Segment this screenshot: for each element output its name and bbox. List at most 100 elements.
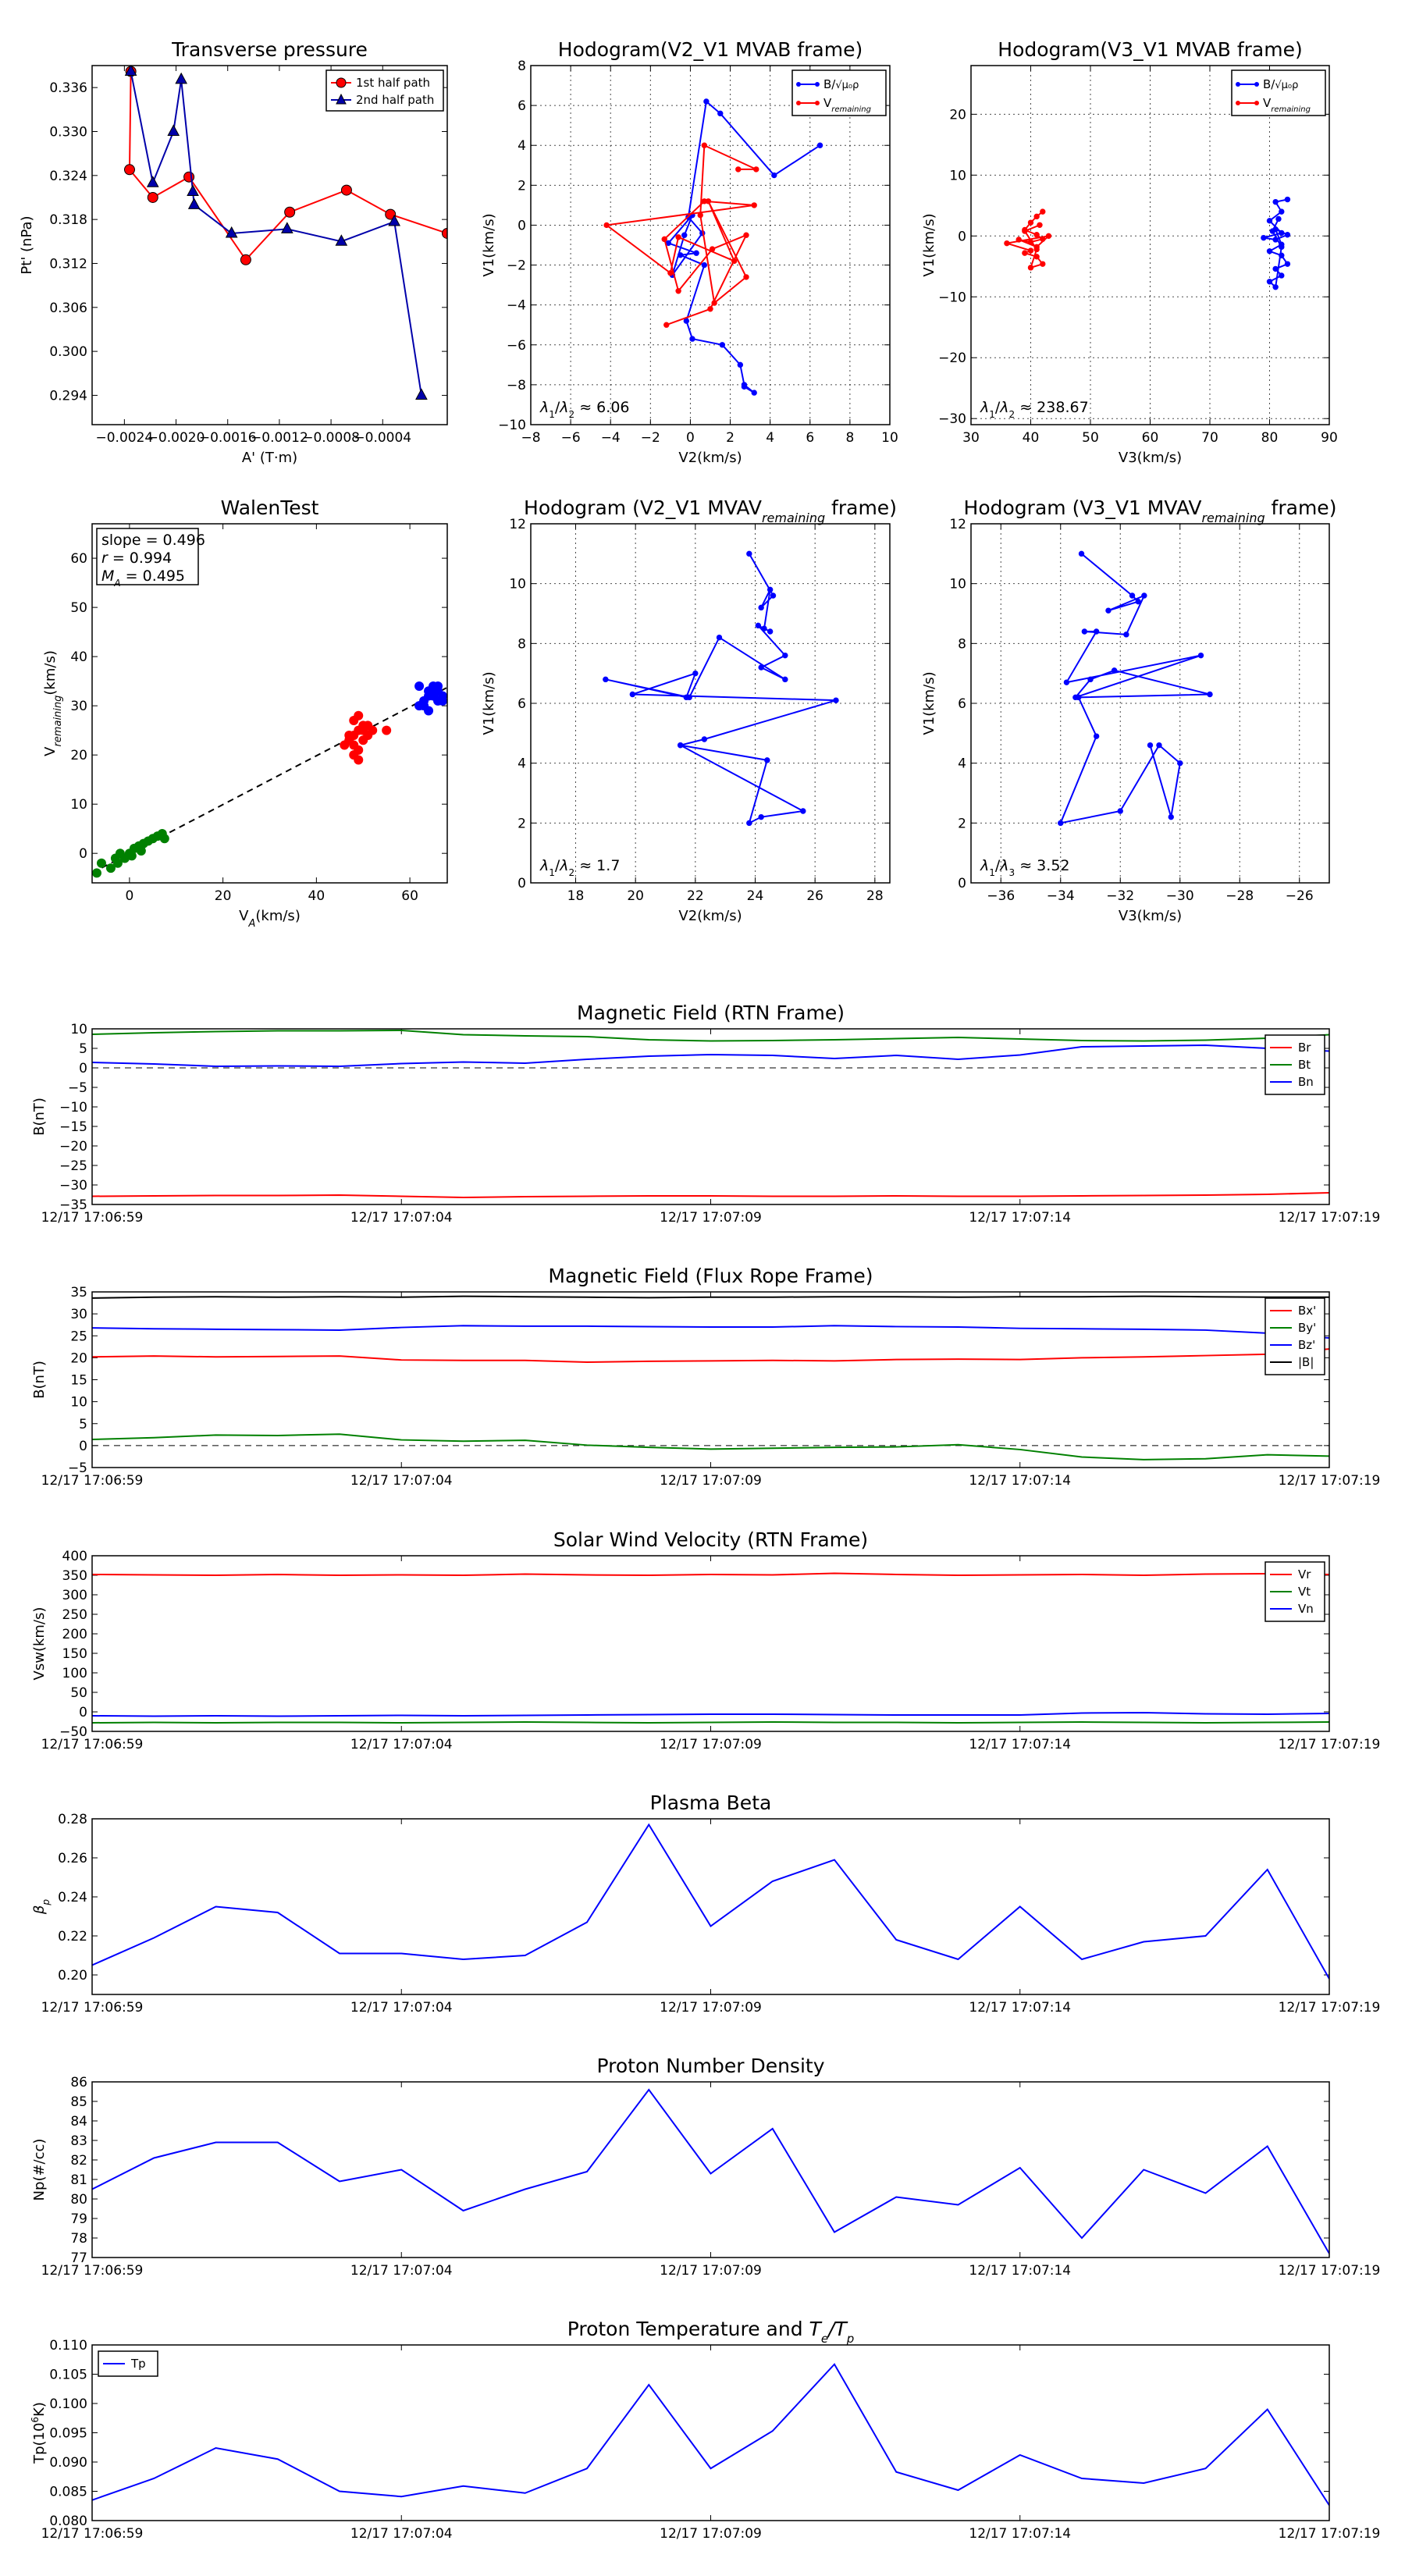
x-tick-label: 12/17 17:07:04: [350, 1473, 453, 1489]
legend-label: Vremaining: [823, 96, 871, 114]
y-tick-label: 0.20: [58, 1968, 87, 1984]
x-tick-label: 12/17 17:07:14: [969, 2000, 1071, 2016]
y-tick-label: 0.324: [49, 169, 87, 184]
y-tick-label: −50: [59, 1724, 87, 1740]
x-tick-label: 12/17 17:07:09: [660, 2000, 762, 2016]
data-point: [771, 172, 777, 179]
chart-title: Hodogram(V2_V1 MVAB frame): [558, 38, 863, 61]
y-tick-label: 60: [70, 551, 87, 567]
series-line-Vprime: [1059, 553, 1211, 824]
y-tick-label: 84: [70, 2114, 87, 2129]
x-tick-label: 12/17 17:06:59: [41, 1737, 144, 1752]
legend-label: By': [1298, 1321, 1316, 1335]
y-tick-label: 0.28: [58, 1812, 87, 1827]
data-point: [1087, 676, 1094, 683]
x-tick-label: 12/17 17:07:09: [660, 2526, 762, 2542]
data-point: [1266, 218, 1273, 224]
data-point: [1279, 272, 1285, 279]
data-point: [1040, 236, 1046, 242]
x-tick-label: 60: [401, 888, 418, 904]
x-tick-label: 12/17 17:07:04: [350, 2263, 453, 2279]
title-part: frame): [1265, 496, 1337, 519]
y-tick-label: 0.336: [49, 80, 87, 96]
data-point: [1004, 240, 1010, 247]
x-tick-label: 12/17 17:07:19: [1279, 1473, 1381, 1489]
data-point: [187, 184, 199, 196]
data-point: [1045, 233, 1052, 240]
data-point: [1284, 196, 1291, 203]
panel-1: −8 −6 −4 −2 0 2 4 6 8 10−10−8−6−4−202468Hodogram(…: [481, 38, 898, 466]
x-tick-label: 12/17 17:07:19: [1279, 2526, 1381, 2542]
data-point: [681, 232, 688, 238]
data-point: [1168, 813, 1174, 820]
data-point: [187, 197, 201, 209]
x-tick-label: 12/17 17:07:14: [969, 1210, 1071, 1226]
r-val: = 0.994: [108, 550, 172, 567]
panel-9: 12/17 17:06:59 12/17 17:07:04 12/17 17:07:…: [31, 1791, 1380, 2016]
data-point: [1081, 628, 1088, 635]
legend-label: Tp: [130, 2357, 146, 2371]
data-point: [661, 236, 667, 243]
data-layer: [603, 550, 839, 827]
data-point: [701, 142, 708, 148]
title-sub: remaining: [762, 511, 825, 525]
lambda: λ: [539, 399, 549, 416]
y-tick-label: 150: [62, 1646, 87, 1662]
data-point: [689, 336, 695, 342]
data-point: [741, 383, 748, 390]
series-line-Vt: [92, 1720, 1329, 1724]
y-tick-label: 4: [518, 138, 526, 154]
data-point: [1272, 237, 1279, 243]
y-tick-label: 0: [518, 218, 526, 233]
y-tick-label: 0: [518, 876, 526, 891]
eigen-ratio-label: λ1/λ3 ≈ 3.52: [980, 857, 1070, 878]
stats-line: slope = 0.496: [101, 532, 205, 549]
series-line-|B|: [92, 1295, 1329, 1299]
y-tick-label: 350: [62, 1568, 87, 1584]
data-point: [124, 66, 137, 76]
chart-title: Proton Number Density: [597, 2055, 825, 2077]
data-point: [354, 745, 364, 755]
panel-0: −0.0024−0.0020−0.0016−0.0012−0.0008−0.00…: [19, 38, 448, 466]
y-tick-label: 77: [70, 2250, 87, 2266]
ratio-value: ≈ 6.06: [574, 399, 629, 416]
data-layer: [123, 66, 447, 400]
chart-title: Hodogram (V3_V1 MVAVremaining frame): [964, 496, 1337, 525]
data-point: [719, 342, 726, 348]
y-tick-label: 5: [79, 1041, 87, 1057]
legend-label: |B|: [1298, 1355, 1314, 1369]
y-tick-label: −5: [68, 1080, 87, 1096]
y-tick-label: −10: [59, 1100, 87, 1115]
series-line-Bn: [92, 1044, 1329, 1068]
chart-title: Hodogram(V3_V1 MVAB frame): [998, 38, 1302, 61]
y-axis-label: Pt' (nPa): [19, 215, 35, 274]
y-axis-label: Vsw(km/s): [31, 1607, 48, 1681]
x-tick-label: 90: [1321, 430, 1338, 446]
data-point: [147, 191, 158, 203]
data-point: [767, 628, 774, 635]
lambda: λ: [999, 399, 1008, 416]
title-sub: e: [821, 2332, 828, 2346]
plot-frame: [91, 1291, 1330, 1468]
data-point: [782, 676, 788, 683]
x-tick-label: 4: [766, 430, 774, 446]
label-sub: p: [41, 1899, 52, 1906]
data-point: [758, 664, 764, 671]
title-part: T: [809, 2318, 823, 2340]
y-tick-label: 0.318: [49, 212, 87, 228]
slash: /: [995, 857, 1001, 874]
x-axis-label: VA(km/s): [239, 908, 301, 930]
legend-label: Bn: [1298, 1075, 1314, 1089]
data-point: [1078, 550, 1085, 557]
x-tick-label: −0.0008: [302, 430, 360, 446]
y-tick-label: 30: [70, 1307, 87, 1322]
plot-frame: [970, 65, 1330, 425]
x-tick-label: −0.0012: [251, 430, 308, 446]
data-layer: [92, 1295, 1329, 1461]
x-tick-label: −2: [641, 430, 660, 446]
y-tick-label: 30: [70, 699, 87, 714]
legend-marker: [1254, 101, 1259, 105]
plot-frame: [91, 1818, 1330, 1995]
lambda: λ: [539, 857, 549, 874]
x-tick-label: 12/17 17:07:19: [1279, 2263, 1381, 2279]
